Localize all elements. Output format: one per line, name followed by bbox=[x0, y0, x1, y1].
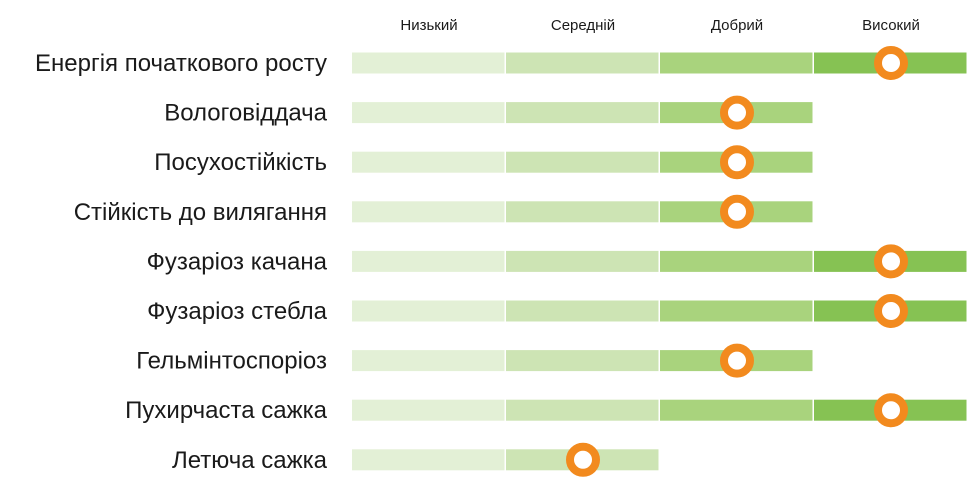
rating-row: Гельмінтоспоріоз bbox=[136, 343, 813, 378]
bar-segment bbox=[660, 52, 813, 74]
rating-row: Енергія початкового росту bbox=[35, 46, 967, 80]
level-label: Високий bbox=[862, 17, 920, 34]
rating-row: Фузаріоз стебла bbox=[147, 294, 967, 328]
bar-segment bbox=[660, 399, 813, 421]
bar-segment bbox=[660, 300, 813, 322]
rating-marker bbox=[566, 442, 600, 477]
row-label: Пухирчаста сажка bbox=[125, 397, 327, 424]
bar-segment bbox=[660, 250, 813, 272]
bar-segment bbox=[506, 151, 659, 173]
bar-segment bbox=[352, 300, 505, 322]
rating-marker bbox=[874, 294, 908, 328]
rating-marker bbox=[720, 194, 754, 229]
rating-marker bbox=[874, 393, 908, 428]
rating-row: Посухостійкість bbox=[154, 145, 813, 180]
row-label: Фузаріоз качана bbox=[147, 248, 328, 275]
bar-segment bbox=[352, 151, 505, 173]
rating-marker bbox=[720, 343, 754, 378]
row-label: Вологовіддача bbox=[164, 100, 327, 127]
bar-segment bbox=[352, 201, 505, 223]
rating-row: Фузаріоз качана bbox=[147, 244, 967, 279]
rating-marker bbox=[874, 46, 908, 80]
row-label: Стійкість до вилягання bbox=[74, 199, 327, 226]
rating-marker bbox=[720, 145, 754, 180]
level-label: Низький bbox=[400, 17, 457, 34]
bar-segment bbox=[352, 102, 505, 124]
bar-segment bbox=[506, 300, 659, 322]
bar-segment bbox=[352, 52, 505, 74]
row-label: Фузаріоз стебла bbox=[147, 298, 328, 325]
bar-segment bbox=[352, 250, 505, 272]
rating-marker bbox=[720, 95, 754, 130]
bar-segment bbox=[506, 102, 659, 124]
level-headers: Низький Середній Добрий Високий bbox=[400, 17, 919, 34]
rating-row: Летюча сажка bbox=[172, 442, 659, 477]
row-label: Посухостійкість bbox=[154, 149, 327, 176]
rating-row: Вологовіддача bbox=[164, 95, 813, 130]
bar-segment bbox=[352, 350, 505, 372]
rating-marker bbox=[874, 244, 908, 279]
row-label: Енергія початкового росту bbox=[35, 50, 327, 77]
row-label: Гельмінтоспоріоз bbox=[136, 348, 327, 375]
rating-rows: Енергія початкового росту Вологовіддача По… bbox=[35, 46, 967, 477]
bar-segment bbox=[506, 250, 659, 272]
rating-row: Стійкість до вилягання bbox=[74, 194, 813, 229]
bar-segment bbox=[506, 350, 659, 372]
bar-segment bbox=[506, 201, 659, 223]
bar-segment bbox=[352, 449, 505, 471]
row-label: Летюча сажка bbox=[172, 447, 328, 474]
rating-row: Пухирчаста сажка bbox=[125, 393, 967, 428]
bar-segment bbox=[506, 52, 659, 74]
bar-segment bbox=[352, 399, 505, 421]
level-label: Середній bbox=[551, 17, 615, 34]
bar-segment bbox=[506, 399, 659, 421]
level-label: Добрий bbox=[711, 17, 763, 34]
